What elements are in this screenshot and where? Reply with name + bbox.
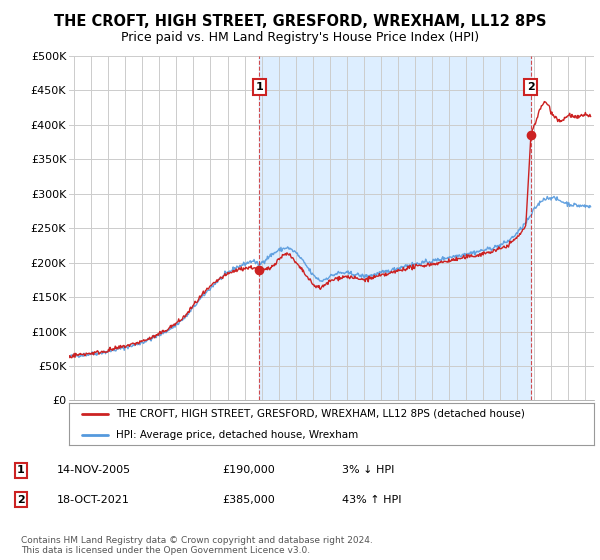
Text: £190,000: £190,000: [222, 465, 275, 475]
Text: 1: 1: [17, 465, 25, 475]
Text: HPI: Average price, detached house, Wrexham: HPI: Average price, detached house, Wrex…: [116, 430, 359, 440]
Text: 2: 2: [527, 82, 535, 92]
Text: 14-NOV-2005: 14-NOV-2005: [57, 465, 131, 475]
Text: £385,000: £385,000: [222, 494, 275, 505]
Text: 43% ↑ HPI: 43% ↑ HPI: [342, 494, 401, 505]
Text: Price paid vs. HM Land Registry's House Price Index (HPI): Price paid vs. HM Land Registry's House …: [121, 31, 479, 44]
Text: 18-OCT-2021: 18-OCT-2021: [57, 494, 130, 505]
Text: THE CROFT, HIGH STREET, GRESFORD, WREXHAM, LL12 8PS (detached house): THE CROFT, HIGH STREET, GRESFORD, WREXHA…: [116, 409, 525, 419]
Text: Contains HM Land Registry data © Crown copyright and database right 2024.
This d: Contains HM Land Registry data © Crown c…: [21, 536, 373, 555]
Text: THE CROFT, HIGH STREET, GRESFORD, WREXHAM, LL12 8PS: THE CROFT, HIGH STREET, GRESFORD, WREXHA…: [54, 14, 546, 29]
Text: 2: 2: [17, 494, 25, 505]
Bar: [259, 56, 531, 400]
Text: 1: 1: [256, 82, 263, 92]
Text: 3% ↓ HPI: 3% ↓ HPI: [342, 465, 394, 475]
